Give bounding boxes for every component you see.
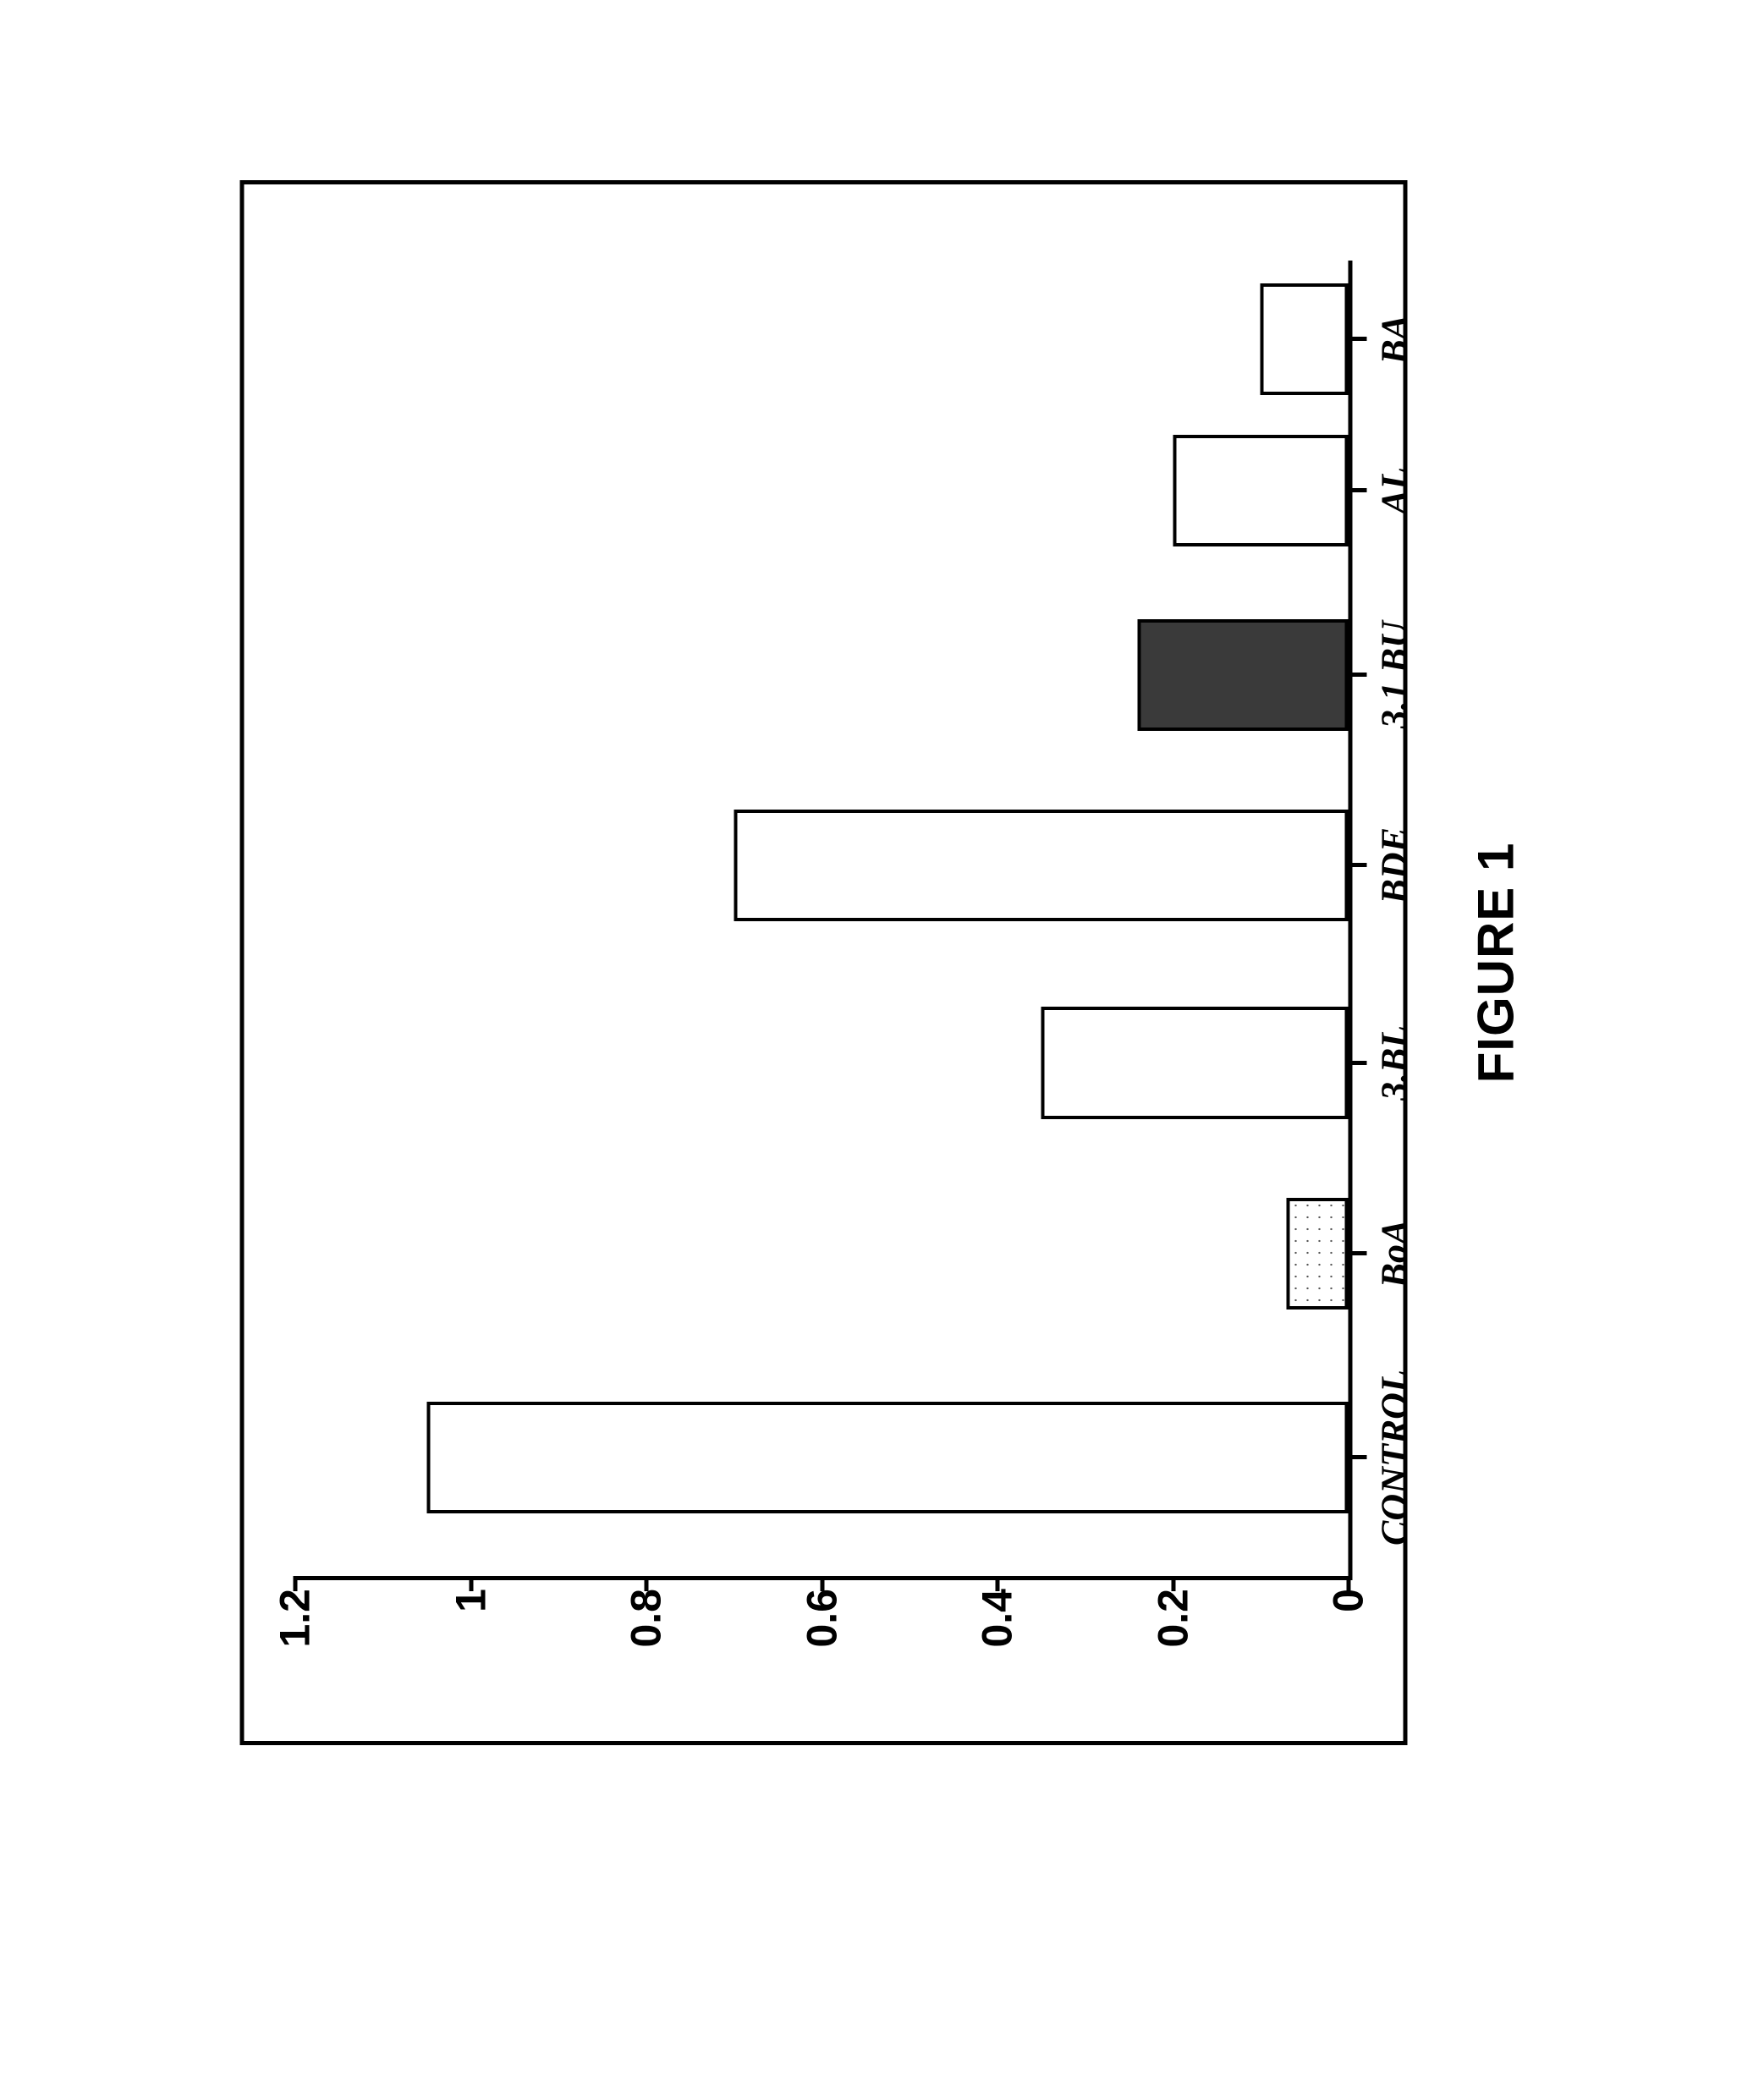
bar [1137,618,1348,730]
x-axis-label: BA [1372,315,1415,365]
x-tick-mark [1348,1060,1366,1064]
chart-frame: OD450nm (HIV infection) 00.20.40.60.811.… [239,180,1407,1745]
x-tick-mark [1348,863,1366,867]
y-axis: OD450nm (HIV infection) 00.20.40.60.811.… [294,1580,1352,1699]
x-axis-label: 3.BL [1372,1025,1415,1101]
y-tick-label: 0.2 [1148,1589,1197,1648]
plot-area: CONTROLBoA3.BLBDE3.1 BUALBA [294,261,1352,1580]
page: OD450nm (HIV infection) 00.20.40.60.811.… [0,0,1764,2092]
bar [734,810,1348,921]
rotated-figure-container: OD450nm (HIV infection) 00.20.40.60.811.… [239,159,1525,1766]
y-tick-mark [995,1576,999,1591]
x-axis-label: BoA [1372,1219,1415,1288]
x-tick-mark [1348,672,1366,676]
x-axis-label: 3.1 BU [1372,621,1415,728]
figure-wrap: OD450nm (HIV infection) 00.20.40.60.811.… [239,159,1525,1766]
bar [1041,1007,1348,1118]
bar [1286,1198,1348,1310]
y-tick-mark [644,1576,648,1591]
y-tick-label: 0.8 [621,1589,670,1648]
x-axis-label: BDE [1372,827,1415,903]
bar [1173,435,1349,546]
y-tick-label: 0.4 [972,1589,1021,1648]
y-tick-mark [293,1576,297,1591]
x-tick-mark [1348,337,1366,341]
y-tick-mark [1346,1576,1350,1591]
y-tick-mark [820,1576,824,1591]
bar [1260,283,1348,395]
figure-caption: FIGURE 1 [1466,842,1525,1083]
y-tick-mark [1171,1576,1175,1591]
x-axis-label: AL [1372,467,1415,514]
chart-zone: OD450nm (HIV infection) 00.20.40.60.811.… [294,261,1352,1699]
y-tick-label: 0.6 [797,1589,846,1648]
y-tick-label: 1.2 [270,1589,319,1648]
bar [426,1402,1348,1513]
y-tick-mark [469,1576,473,1591]
y-tick-label: 1 [446,1589,495,1612]
x-tick-mark [1348,488,1366,492]
x-tick-mark [1348,1251,1366,1255]
y-tick-label: 0 [1323,1589,1372,1612]
x-axis-label: CONTROL [1372,1370,1415,1546]
x-tick-mark [1348,1455,1366,1459]
